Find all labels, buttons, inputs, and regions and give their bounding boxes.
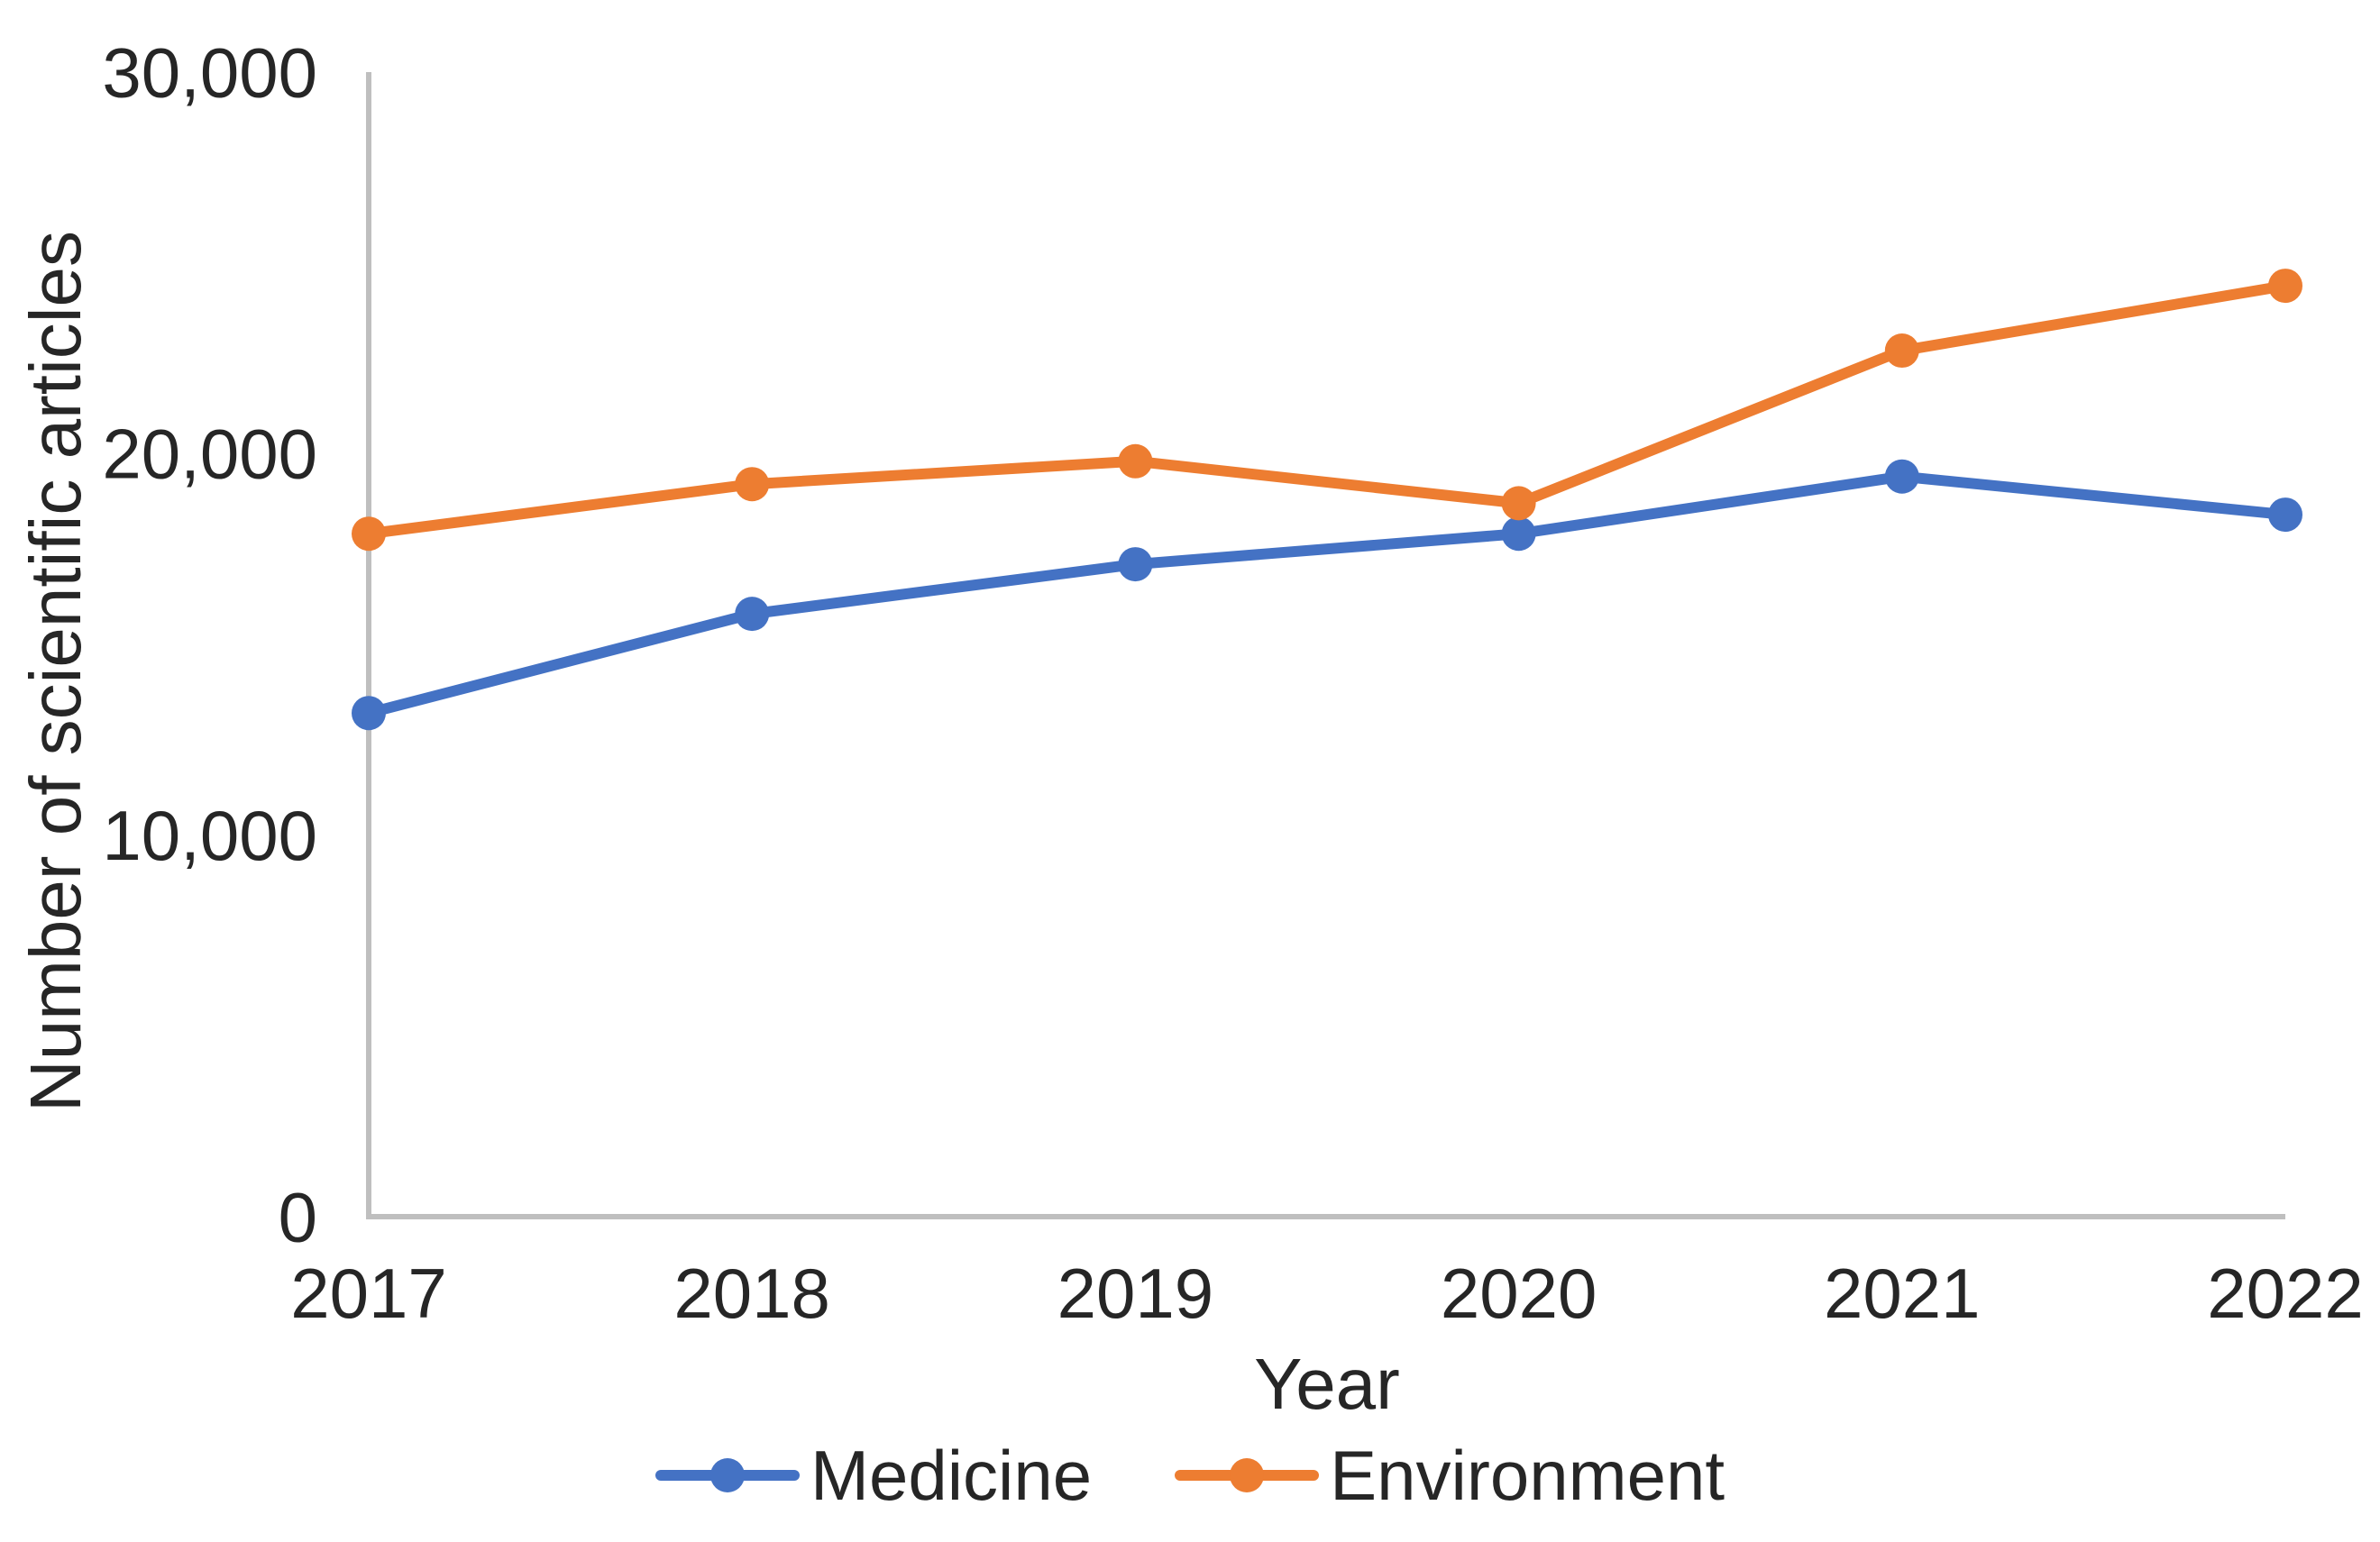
- y-tick-label-0: 0: [279, 1177, 317, 1256]
- environment-point-2021: [1884, 333, 1919, 369]
- y-tick-label-10,000: 10,000: [102, 796, 317, 875]
- medicine-point-2017: [352, 696, 386, 731]
- medicine-point-2018: [735, 597, 770, 632]
- y-axis-title: Number of scientific articles: [15, 230, 96, 1113]
- environment-point-2017: [352, 516, 386, 552]
- x-tick-label-2017: 2017: [290, 1254, 447, 1333]
- medicine-point-2019: [1118, 547, 1153, 582]
- legend-item-medicine: Medicine: [654, 1436, 1093, 1515]
- x-tick-label-2018: 2018: [673, 1254, 830, 1333]
- chart-legend: Medicine Environment: [0, 1440, 2380, 1510]
- x-tick-label-2019: 2019: [1057, 1254, 1214, 1333]
- environment-legend-marker-icon: [1175, 1458, 1320, 1492]
- environment-point-2018: [735, 467, 770, 502]
- medicine-legend-marker-icon: [654, 1458, 800, 1492]
- environment-legend-label: Environment: [1330, 1436, 1726, 1515]
- medicine-point-2022: [2268, 497, 2302, 533]
- medicine-point-2021: [1884, 459, 1919, 494]
- y-tick-label-20,000: 20,000: [102, 415, 317, 494]
- medicine-legend-label: Medicine: [810, 1436, 1093, 1515]
- x-tick-label-2020: 2020: [1441, 1254, 1597, 1333]
- x-axis-tick-labels: 2017 2018 2019 2020 2021 2022: [290, 1254, 2364, 1333]
- environment-point-2019: [1118, 443, 1153, 479]
- x-axis-title: Year: [1254, 1344, 1400, 1424]
- environment-series-line: [363, 280, 2291, 540]
- x-tick-label-2021: 2021: [1824, 1254, 1981, 1333]
- environment-point-2022: [2268, 269, 2302, 304]
- legend-item-environment: Environment: [1175, 1440, 1725, 1510]
- medicine-legend-dot-icon: [709, 1458, 745, 1492]
- y-tick-label-30,000: 30,000: [102, 32, 317, 112]
- x-tick-label-2022: 2022: [2207, 1254, 2364, 1333]
- environment-legend-dot-icon: [1230, 1458, 1265, 1492]
- y-axis-tick-labels: 0 10,000 20,000 30,000: [102, 32, 317, 1256]
- medicine-point-2020: [1501, 516, 1536, 552]
- medicine-series-line: [363, 470, 2291, 719]
- environment-point-2020: [1501, 486, 1536, 521]
- data-series-layer: [352, 269, 2302, 731]
